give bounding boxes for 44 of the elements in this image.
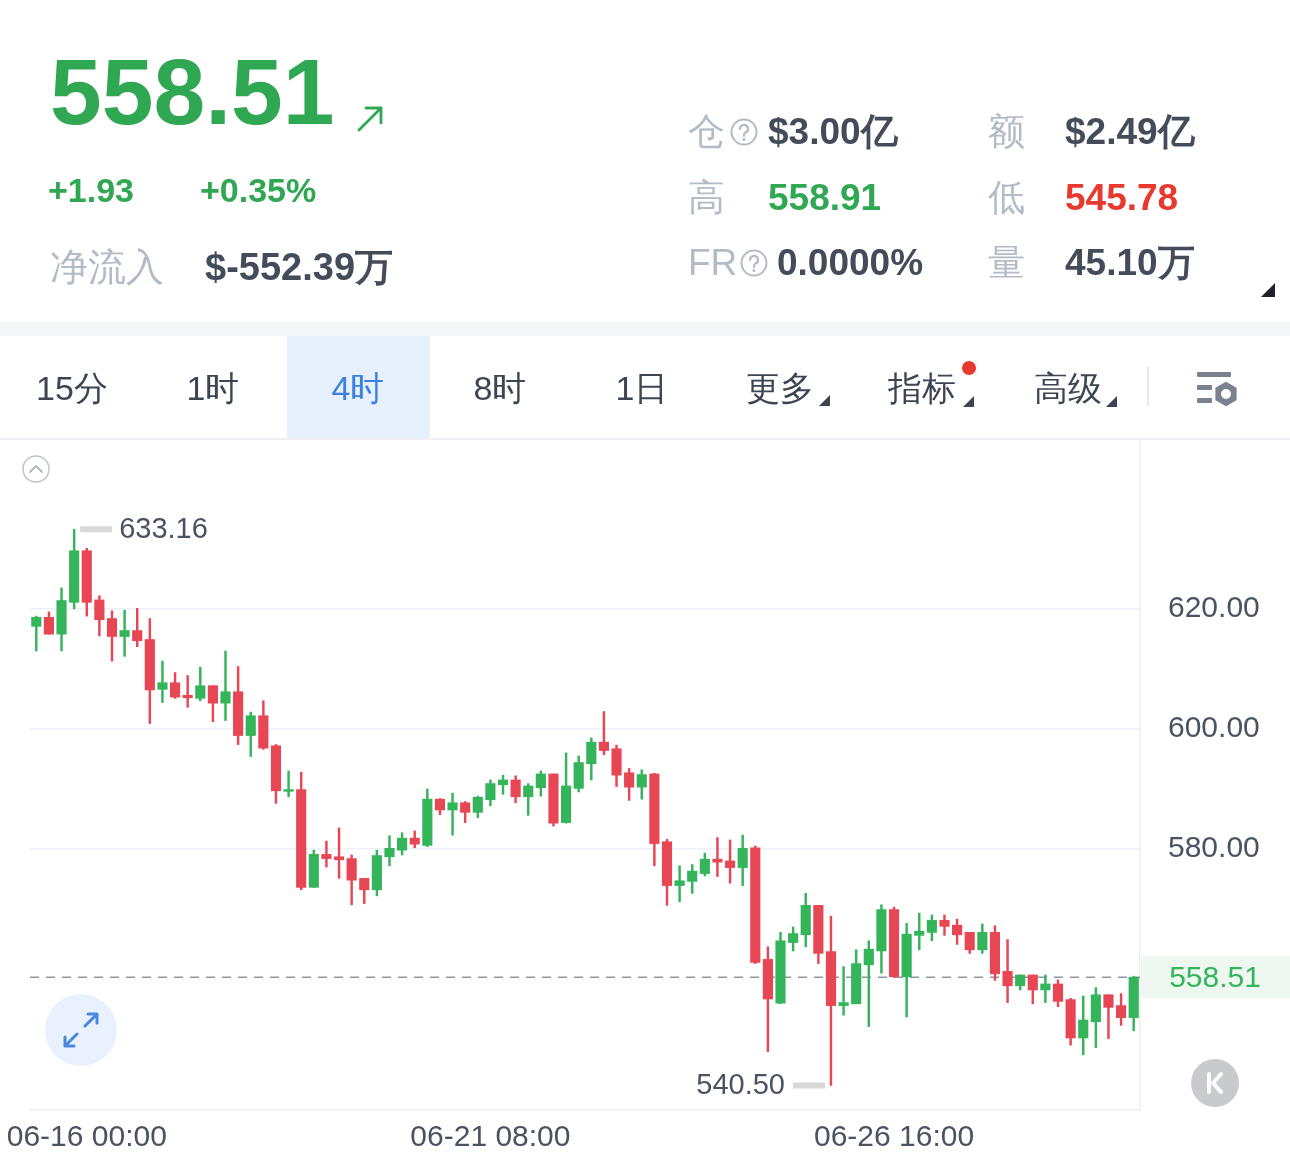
x-tick-label: 06-16 00:00: [6, 1119, 167, 1153]
text: 545.78: [1065, 176, 1179, 218]
text: 仓: [688, 110, 725, 152]
y-tick-label: 580.00: [1168, 829, 1260, 863]
text: 净流入: [50, 246, 164, 288]
text: $2.49亿: [1065, 110, 1195, 152]
text: +1.93: [48, 171, 135, 209]
annotation: 633.16: [119, 512, 208, 545]
text: 额: [988, 110, 1025, 152]
y-tick-label: 620.00: [1168, 589, 1260, 623]
x-tick-label: 06-21 08:00: [410, 1119, 571, 1153]
text: 45.10万: [1065, 241, 1195, 283]
text: $3.00亿: [768, 110, 898, 152]
candlestick: [674, 865, 685, 903]
text: 558.91: [768, 176, 882, 218]
text: FR: [688, 241, 738, 283]
text: 8时: [473, 369, 527, 407]
candlestick: [838, 966, 849, 1016]
candlestick: [447, 792, 458, 836]
text: 量: [988, 241, 1025, 283]
y-tick-label: 600.00: [1168, 709, 1260, 743]
text: 15分: [36, 369, 108, 407]
text: 更多: [746, 369, 814, 407]
ref-line-label: 558.51: [1169, 959, 1261, 993]
candlestick: [119, 609, 130, 657]
annotation: 540.50: [696, 1068, 785, 1101]
candlestick: [157, 660, 168, 703]
text: 低: [988, 176, 1025, 218]
text: 1时: [186, 369, 240, 407]
text: 4时: [331, 369, 385, 407]
text: 指标: [888, 369, 956, 407]
candlestick: [283, 770, 294, 798]
text: 1日: [615, 369, 669, 407]
candlestick: [1002, 939, 1013, 1003]
text: +0.35%: [200, 171, 317, 209]
candlestick: [321, 840, 332, 868]
candlestick: [220, 650, 231, 721]
x-tick-label: 06-26 16:00: [813, 1119, 975, 1153]
text: 0.0000%: [777, 241, 924, 283]
candlestick: [182, 675, 193, 708]
text: $-552.39万: [205, 246, 394, 288]
text: 高: [688, 176, 725, 218]
text: 高级: [1034, 369, 1102, 407]
text: 558.51: [50, 39, 335, 144]
